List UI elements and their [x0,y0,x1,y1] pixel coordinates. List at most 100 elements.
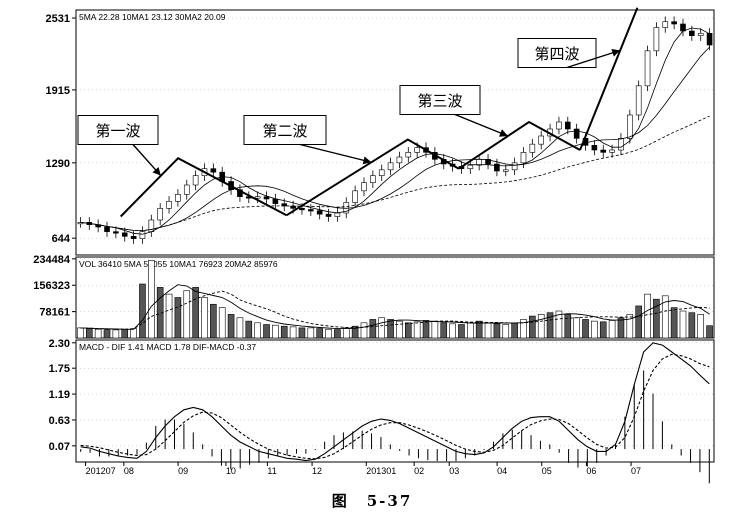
volume-bar [591,320,598,339]
x-tick-label: 07 [631,466,641,476]
volume-bar [369,319,377,339]
volume-bar [325,328,332,339]
wave-arrow-4 [566,49,621,69]
y-tick-label: 1.75 [49,363,70,375]
wave-arrowhead-2 [362,156,372,165]
volume-bar [431,320,439,339]
candle-body [378,169,385,176]
wave-line-4 [579,7,639,151]
price-ma5-line [80,27,710,235]
panel-legend-price: 5MA 22.28 10MA1 23.12 30MA2 20.09 [79,12,226,22]
candle-body [139,231,146,239]
candle-body [662,21,669,28]
candle-body [263,196,270,200]
y-tick-label: 644 [52,233,71,245]
volume-bar [653,298,660,339]
wave-arrowhead-4 [611,49,621,57]
volume-bar [449,323,456,339]
candle-body [352,190,358,203]
volume-bar [298,327,306,339]
wave-arrow-2 [299,143,372,163]
volume-bar [555,310,563,339]
volume-bar [245,320,253,339]
volume-bar [139,283,146,339]
candle-body [166,201,172,209]
candle-body [370,175,376,183]
x-tick-label: 02 [414,466,424,476]
volume-bar [458,324,465,339]
volume-bar [599,321,607,339]
x-tick-label: 04 [497,466,507,476]
candle-body [414,147,420,153]
wave-line-1 [119,156,287,218]
x-tick-label: 10 [226,466,236,476]
wave-arrowhead-3 [499,129,508,137]
volume-bar [174,297,182,339]
wave-label-4: 第四波 [534,45,579,63]
volume-bar [210,303,217,339]
y-tick-label: 1290 [46,158,70,170]
volume-bar [218,307,226,339]
volume-bar [520,319,527,339]
wave-label-3: 第三波 [417,92,462,110]
candle-body [689,30,695,36]
candle-body [157,208,163,221]
volume-bar [263,324,270,339]
candle-body [591,145,598,151]
candle-body [476,159,482,166]
volume-bar [679,310,687,339]
volume-bar [85,328,93,339]
candle-body [325,213,332,217]
macd-dif-line [80,342,710,462]
volume-bar [130,328,137,339]
candle-body [183,184,190,195]
volume-bar [564,314,572,339]
volume-bar [165,293,173,339]
volume-bar [511,322,518,339]
panel-legend-macd: MACD - DIF 1.41 MACD 1.78 DIF-MACD -0.37 [79,342,256,352]
candle-body [210,168,217,173]
volume-bar [404,322,412,339]
volume-bar [502,324,510,339]
panel-frame-volume [75,256,715,339]
volume-bar [626,314,634,339]
candle-body [104,226,110,232]
candle-body [113,231,119,234]
wave-label-box-1 [77,115,159,145]
candle-body [644,50,651,87]
candle-body [502,169,509,172]
candle-body [556,121,562,130]
volume-bar [573,317,580,339]
volume-bar [706,325,713,339]
x-tick-label: 12 [312,466,322,476]
candle-body [538,135,545,145]
volume-bar [351,325,359,339]
y-tick-label: 156323 [33,280,70,292]
candle-body [520,152,527,164]
volume-bar [316,328,323,339]
volume-bar [493,323,501,339]
y-tick-label: 234484 [33,254,71,266]
volume-bar [307,327,315,339]
volume-bar [661,295,669,339]
volume-bar [121,328,129,339]
wave-label-2: 第二波 [262,122,307,140]
candle-body [405,152,412,158]
stock-chart: 644 1290 1915 2531 5MA 22.28 10MA1 23.12 30M… [33,7,715,484]
candle-body [308,209,314,212]
volume-ma10-line [80,290,710,330]
volume-bar [670,307,678,339]
x-tick-label: 11 [267,466,276,476]
y-tick-label: 2531 [46,13,70,25]
caption-prefix: 图 [331,492,349,510]
candle-body [573,128,580,139]
volume-bar [236,317,244,339]
volume-bar [342,327,350,339]
x-tick-label: 201301 [366,466,396,476]
volume-bar [617,317,625,339]
volume-bar [378,317,386,339]
candle-body [627,114,633,139]
candle-body [175,194,181,202]
candle-body [121,232,128,237]
panel-frame-price [75,9,715,256]
